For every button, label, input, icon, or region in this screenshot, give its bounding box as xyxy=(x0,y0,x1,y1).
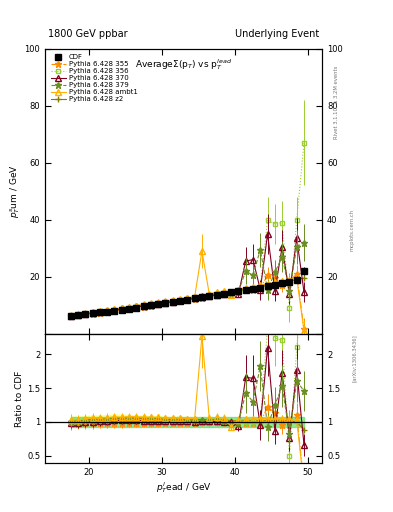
Text: 1800 GeV ppbar: 1800 GeV ppbar xyxy=(48,29,128,39)
X-axis label: $p_T^{l}$ead / GeV: $p_T^{l}$ead / GeV xyxy=(156,480,212,495)
Y-axis label: $p_T^s$um / GeV: $p_T^s$um / GeV xyxy=(8,164,22,218)
Text: Average$\Sigma$(p$_T$) vs p$_T^{lead}$: Average$\Sigma$(p$_T$) vs p$_T^{lead}$ xyxy=(135,57,232,72)
Legend: CDF, Pythia 6.428 355, Pythia 6.428 356, Pythia 6.428 370, Pythia 6.428 379, Pyt: CDF, Pythia 6.428 355, Pythia 6.428 356,… xyxy=(49,52,140,104)
Text: [arXiv:1306.3436]: [arXiv:1306.3436] xyxy=(352,334,357,382)
Text: mcplots.cern.ch: mcplots.cern.ch xyxy=(350,209,355,251)
Y-axis label: Ratio to CDF: Ratio to CDF xyxy=(15,370,24,426)
Text: Rivet 3.1.10, ≥ 3.2M events: Rivet 3.1.10, ≥ 3.2M events xyxy=(334,66,339,139)
Text: Underlying Event: Underlying Event xyxy=(235,29,320,39)
